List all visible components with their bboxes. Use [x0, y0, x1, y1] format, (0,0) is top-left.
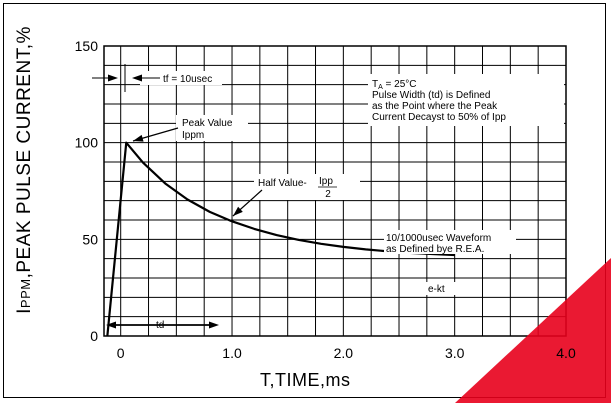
- waveform-label: 10/1000usec Waveform: [386, 233, 491, 244]
- peak-label-box: [176, 115, 248, 141]
- x-tick-label: 0: [117, 345, 125, 361]
- half-value-leader-head: [233, 206, 243, 216]
- y-axis-label: IPPM,PEAK PULSE CURRENT,%: [14, 26, 35, 314]
- y-tick-label: 50: [82, 231, 98, 247]
- x-tick-label: 4.0: [556, 345, 576, 361]
- td-arrow-left-head: [106, 321, 116, 329]
- conditions-box: [368, 74, 564, 126]
- tf-label: tf = 10usec: [163, 74, 212, 85]
- tf-arrow-right-head: [132, 74, 142, 82]
- conditions-line-2: Pulse Width (td) is Defined: [372, 90, 490, 101]
- x-tick-label: 1.0: [222, 345, 242, 361]
- chart-frame: [3, 3, 606, 398]
- y-tick-label: 150: [75, 38, 99, 54]
- conditions-line-4: Current Decayst to 50% of Ipp: [372, 112, 506, 123]
- x-axis-label: T,TIME,ms: [260, 370, 351, 390]
- conditions-line-3: as the Point where the Peak: [372, 101, 498, 112]
- tf-label-box: [140, 71, 222, 85]
- x-tick-label: 2.0: [334, 345, 354, 361]
- half-value-denominator: 2: [325, 189, 331, 200]
- half-value-label: Half Value-: [258, 178, 307, 189]
- y-tick-label: 0: [90, 328, 98, 344]
- half-value-numerator: Ipp: [319, 176, 333, 187]
- peak-value-sublabel: Ippm: [182, 130, 204, 141]
- plot-border: [103, 45, 567, 337]
- waveform-sublabel: as Defined bye R.E.A.: [386, 244, 484, 255]
- td-arrow-right-head: [209, 321, 219, 329]
- waveform-label-box: [384, 230, 516, 254]
- watermark-shape: [455, 258, 611, 403]
- ekt-label: e-kt: [428, 284, 445, 295]
- y-axis-label-wrap: IPPM,PEAK PULSE CURRENT,%: [4, 20, 46, 320]
- conditions-line-1: TA = 25°C: [372, 79, 417, 91]
- y-tick-label: 100: [75, 135, 99, 151]
- x-tick-label: 3.0: [445, 345, 465, 361]
- td-label: td: [156, 320, 164, 331]
- peak-value-leader-head: [133, 134, 144, 142]
- peak-value-label: Peak Value: [182, 118, 233, 129]
- half-value-box: [254, 174, 360, 200]
- ekt-label-box: [425, 282, 459, 295]
- tf-arrow-left-head: [108, 74, 118, 82]
